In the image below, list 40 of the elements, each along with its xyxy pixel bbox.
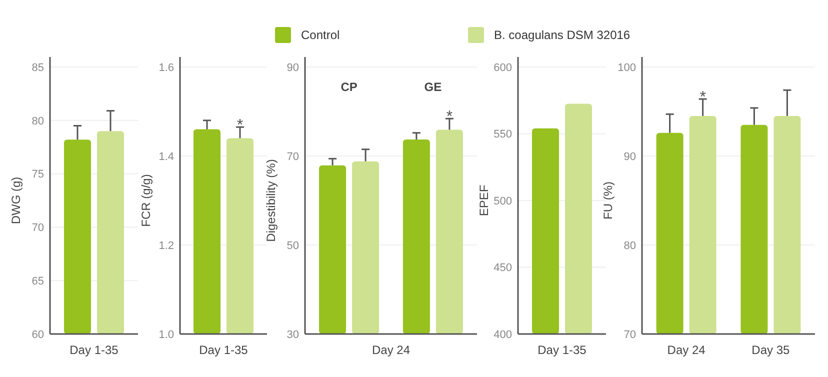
y-axis-title: EPEF [477,184,491,216]
y-tick-label: 450 [494,262,512,274]
y-axis-title: FCR (g/g) [139,174,153,227]
y-axis-title: FU (%) [601,182,615,220]
y-tick-label: 30 [286,328,299,341]
x-tick-label: Day 1-35 [199,343,248,357]
y-tick-label: 400 [494,328,512,341]
y-tick-label: 1.0 [158,328,174,341]
y-axis-title: DWG (g) [9,176,23,224]
y-tick-label: 75 [32,168,44,181]
y-tick-label: 550 [494,128,512,141]
y-tick-label: 60 [32,328,44,341]
y-tick-label: 600 [494,62,512,74]
y-tick-label: 70 [286,150,299,163]
x-tick-label: GE [424,80,442,94]
legend-label: Control [301,28,340,42]
x-tick-label: Day 35 [752,343,790,357]
x-tick-label: CP [340,80,358,94]
y-tick-label: 1.4 [158,150,174,163]
y-tick-label: 80 [624,240,636,252]
y-tick-label: 50 [286,240,299,252]
y-tick-label: 85 [32,62,44,74]
annotation: * [236,117,244,134]
y-tick-label: 100 [618,62,636,74]
x-tick-label: Day 1-35 [538,343,587,357]
y-tick-label: 90 [624,150,636,163]
x-tick-label: Day 24 [667,343,706,357]
y-tick-label: 80 [32,115,44,128]
y-axis-title: Digestibility (%) [264,159,278,242]
y-tick-label: 1.6 [158,62,174,74]
y-tick-label: 70 [624,328,636,341]
annotation: * [446,108,453,126]
y-tick-label: 65 [32,275,44,288]
legend-label: B. coagulans DSM 32016 [494,28,630,42]
y-tick-label: 500 [494,195,512,208]
annotation: * [700,89,706,106]
y-tick-label: 70 [32,222,44,234]
y-tick-label: 1.2 [158,240,174,252]
y-tick-label: 90 [286,62,299,74]
x-tick-label: Day 1-35 [70,343,119,357]
